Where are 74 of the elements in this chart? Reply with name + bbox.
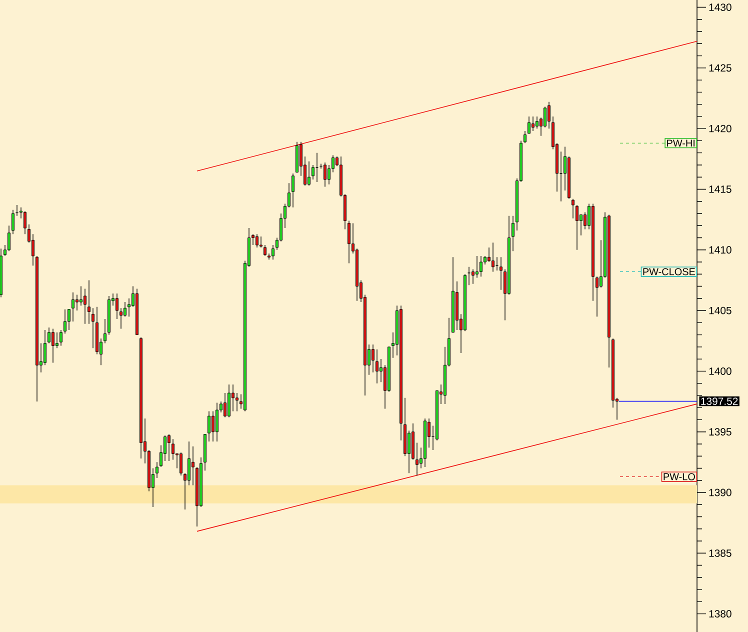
candlestick	[124, 302, 126, 317]
candlestick	[116, 293, 118, 320]
y-tick-label: 1410	[709, 246, 732, 254]
candlestick	[312, 164, 314, 180]
candlestick	[192, 446, 194, 486]
candlestick	[260, 236, 262, 248]
candlestick	[228, 384, 230, 418]
y-tick-label: 1405	[709, 306, 732, 314]
ref-line-label: 1397.52	[701, 398, 738, 405]
candlestick	[548, 102, 550, 129]
candlestick	[372, 344, 374, 373]
candlestick	[56, 332, 58, 348]
candlestick	[180, 452, 182, 476]
y-tick-label: 1385	[709, 549, 732, 557]
y-tick-label: 1380	[709, 610, 732, 618]
candlestick	[576, 204, 578, 250]
y-tick-label: 1415	[709, 186, 732, 193]
candlestick	[348, 220, 350, 264]
y-tick-label: 1420	[709, 124, 732, 132]
ref-line-label: PW-LO	[664, 473, 695, 480]
y-tick-label: 1390	[709, 488, 732, 496]
candlestick	[544, 106, 546, 128]
candlestick	[476, 256, 478, 278]
candlestick	[572, 198, 574, 219]
candlestick	[536, 116, 538, 129]
candlestick	[120, 308, 122, 330]
candlestick	[88, 280, 90, 324]
candlestick	[416, 442, 418, 476]
candlestick	[76, 294, 78, 311]
candlestick	[492, 242, 494, 272]
candlestick	[224, 392, 226, 418]
candlestick	[12, 210, 14, 234]
candlestick	[264, 244, 266, 256]
candlestick	[24, 210, 26, 234]
candlestick	[172, 438, 174, 460]
candlestick	[212, 410, 214, 442]
candlestick	[156, 462, 158, 478]
candlestick	[8, 225, 10, 252]
candlestick	[324, 162, 326, 188]
candlestick	[376, 349, 378, 384]
y-tick-label: 1400	[709, 367, 732, 375]
candlestick	[60, 330, 62, 346]
candlestick	[236, 392, 238, 412]
candlestick	[52, 328, 54, 364]
candlestick	[64, 308, 66, 334]
candlestick	[528, 116, 530, 134]
candlestick	[216, 402, 218, 442]
candlestick	[472, 268, 474, 284]
candlestick	[292, 173, 294, 208]
candlestick	[308, 160, 310, 186]
candlestick	[512, 216, 514, 252]
candlestick	[188, 441, 190, 486]
y-tick-label: 1395	[709, 428, 732, 436]
candlestick	[68, 308, 70, 330]
candlestick	[168, 434, 170, 462]
candlestick	[84, 288, 86, 324]
candlestick	[532, 116, 534, 132]
candlestick	[500, 256, 502, 290]
ref-line-label: PW-CLOSE	[643, 268, 695, 276]
candlestick	[80, 286, 82, 306]
candlestick	[208, 410, 210, 442]
y-tick-label: 1425	[709, 64, 732, 72]
candlestick	[48, 327, 50, 344]
candlestick	[272, 244, 274, 260]
candlestick	[524, 130, 526, 144]
candlestick	[44, 330, 46, 366]
candlestick	[480, 256, 482, 277]
candlestick	[104, 318, 106, 344]
candlestick	[256, 234, 258, 248]
candlestick	[72, 292, 74, 322]
candlestick	[92, 308, 94, 348]
ref-line-label: PW-HI	[667, 140, 694, 147]
y-tick-label: 1430	[709, 4, 732, 11]
candlestick	[596, 276, 598, 317]
